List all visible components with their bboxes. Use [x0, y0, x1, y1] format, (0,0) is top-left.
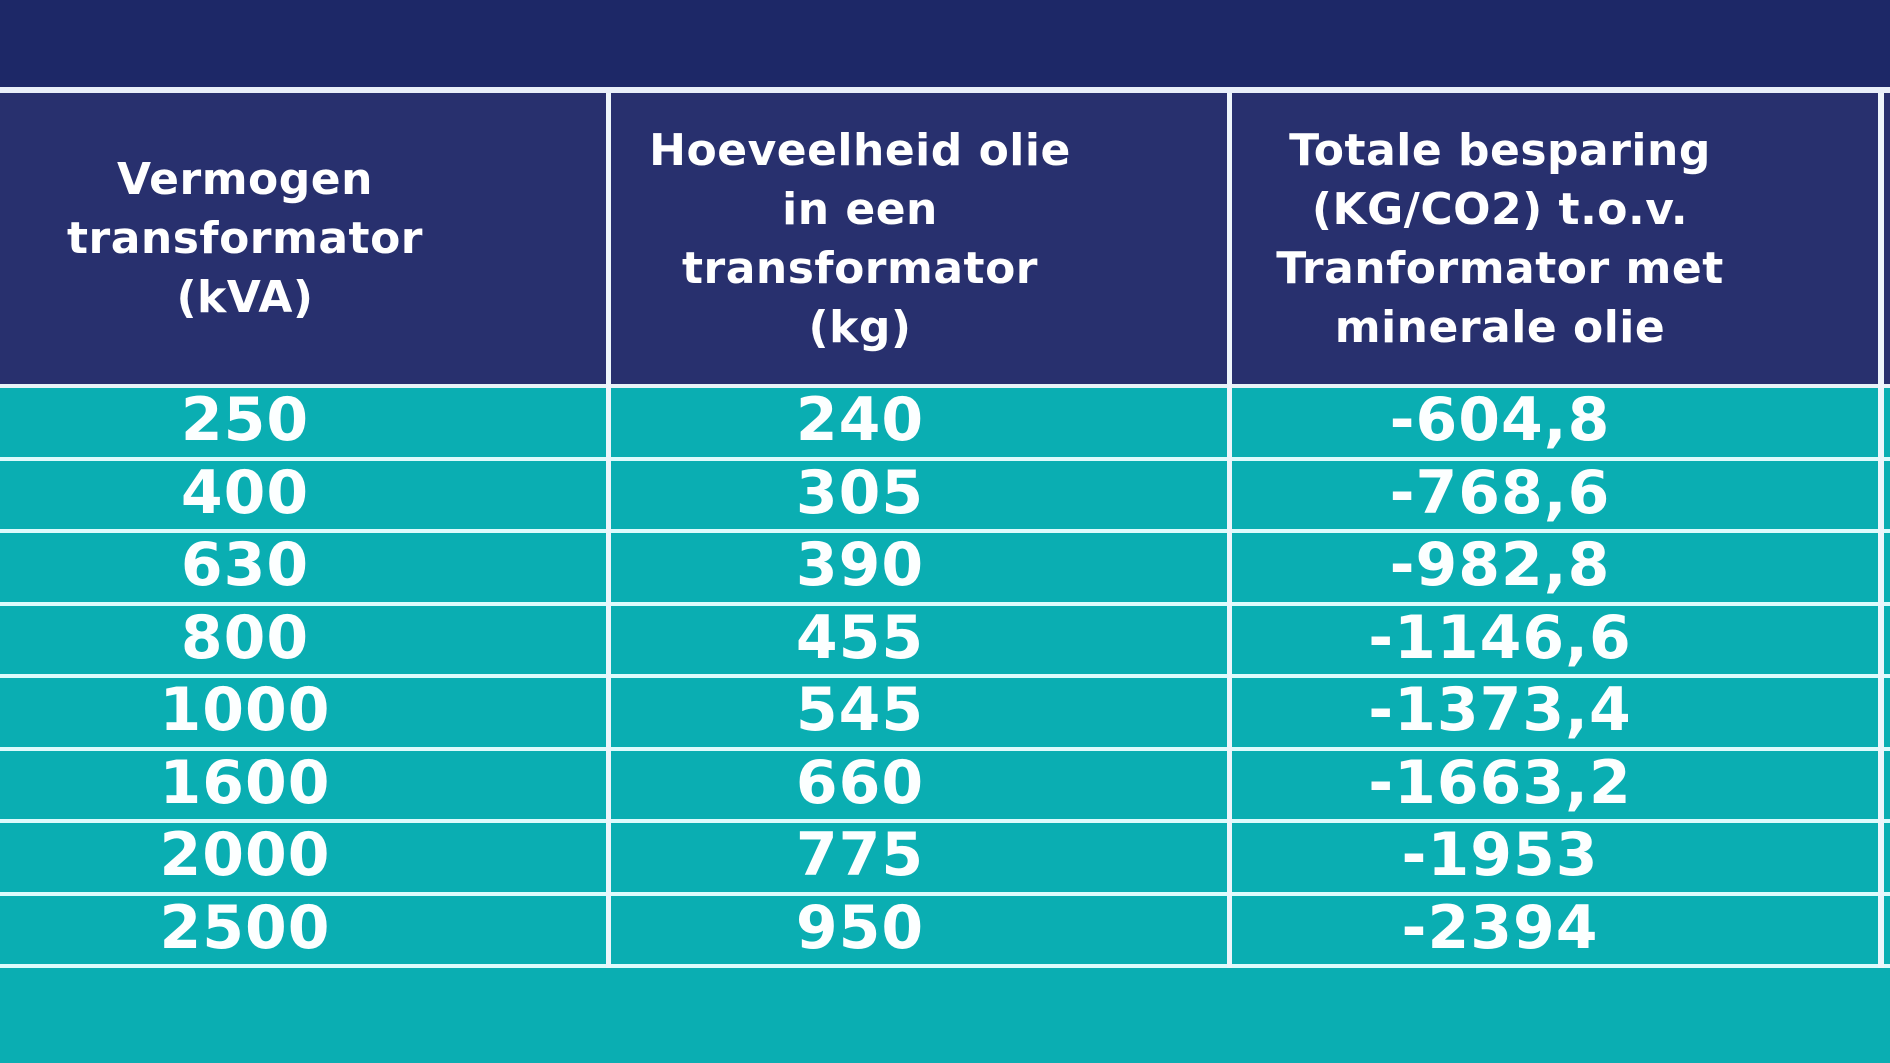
column-header-totale-besparing: Totale besparing (KG/CO2) t.o.v. Tranfor…	[1276, 124, 1724, 353]
cell-oil-kg: 240	[795, 385, 925, 456]
cell-saving-kgco2: -1146,6	[1368, 602, 1632, 673]
cell-kva: 2500	[159, 892, 331, 963]
cell-oil-kg: 545	[795, 675, 925, 746]
cell-saving-kgco2: -604,8	[1389, 385, 1611, 456]
table-row: 800 455 -1146,6	[0, 602, 1890, 678]
table-row: 250 240 -604,8	[0, 385, 1890, 461]
column-header-vermogen-kva: Vermogen transformator (kVA)	[66, 154, 423, 323]
column-divider-2	[1227, 93, 1232, 968]
cell-saving-kgco2: -768,6	[1389, 457, 1611, 528]
cell-kva: 1000	[159, 675, 331, 746]
cell-oil-kg: 390	[795, 530, 925, 601]
column-divider-1	[606, 93, 611, 968]
top-divider-line	[0, 87, 1890, 93]
table-row: 2500 950 -2394	[0, 892, 1890, 968]
table-body: 250 240 -604,8 400 305 -768,6 630 390 -9…	[0, 385, 1890, 968]
top-banner	[0, 0, 1890, 87]
table-row: 630 390 -982,8	[0, 530, 1890, 606]
table-row: 2000 775 -1953	[0, 820, 1890, 896]
table-row: 400 305 -768,6	[0, 457, 1890, 533]
cell-kva: 800	[180, 602, 310, 673]
cell-kva: 2000	[159, 820, 331, 891]
table-header-row: Vermogen transformator (kVA) Hoeveelheid…	[0, 93, 1890, 388]
column-header-hoeveelheid-olie: Hoeveelheid olie in een transformator (k…	[649, 124, 1071, 353]
cell-oil-kg: 950	[795, 892, 925, 963]
cell-kva: 400	[180, 457, 310, 528]
cell-saving-kgco2: -1953	[1401, 820, 1599, 891]
cell-saving-kgco2: -1663,2	[1368, 747, 1632, 818]
table-row: 1600 660 -1663,2	[0, 747, 1890, 823]
table-row: 1000 545 -1373,4	[0, 675, 1890, 751]
cell-kva: 250	[180, 385, 310, 456]
cell-oil-kg: 775	[795, 820, 925, 891]
cell-oil-kg: 660	[795, 747, 925, 818]
cell-oil-kg: 305	[795, 457, 925, 528]
cell-saving-kgco2: -2394	[1401, 892, 1599, 963]
cell-saving-kgco2: -1373,4	[1368, 675, 1632, 746]
cell-oil-kg: 455	[795, 602, 925, 673]
cell-saving-kgco2: -982,8	[1389, 530, 1611, 601]
cell-kva: 1600	[159, 747, 331, 818]
table-right-border	[1878, 93, 1884, 968]
cell-kva: 630	[180, 530, 310, 601]
